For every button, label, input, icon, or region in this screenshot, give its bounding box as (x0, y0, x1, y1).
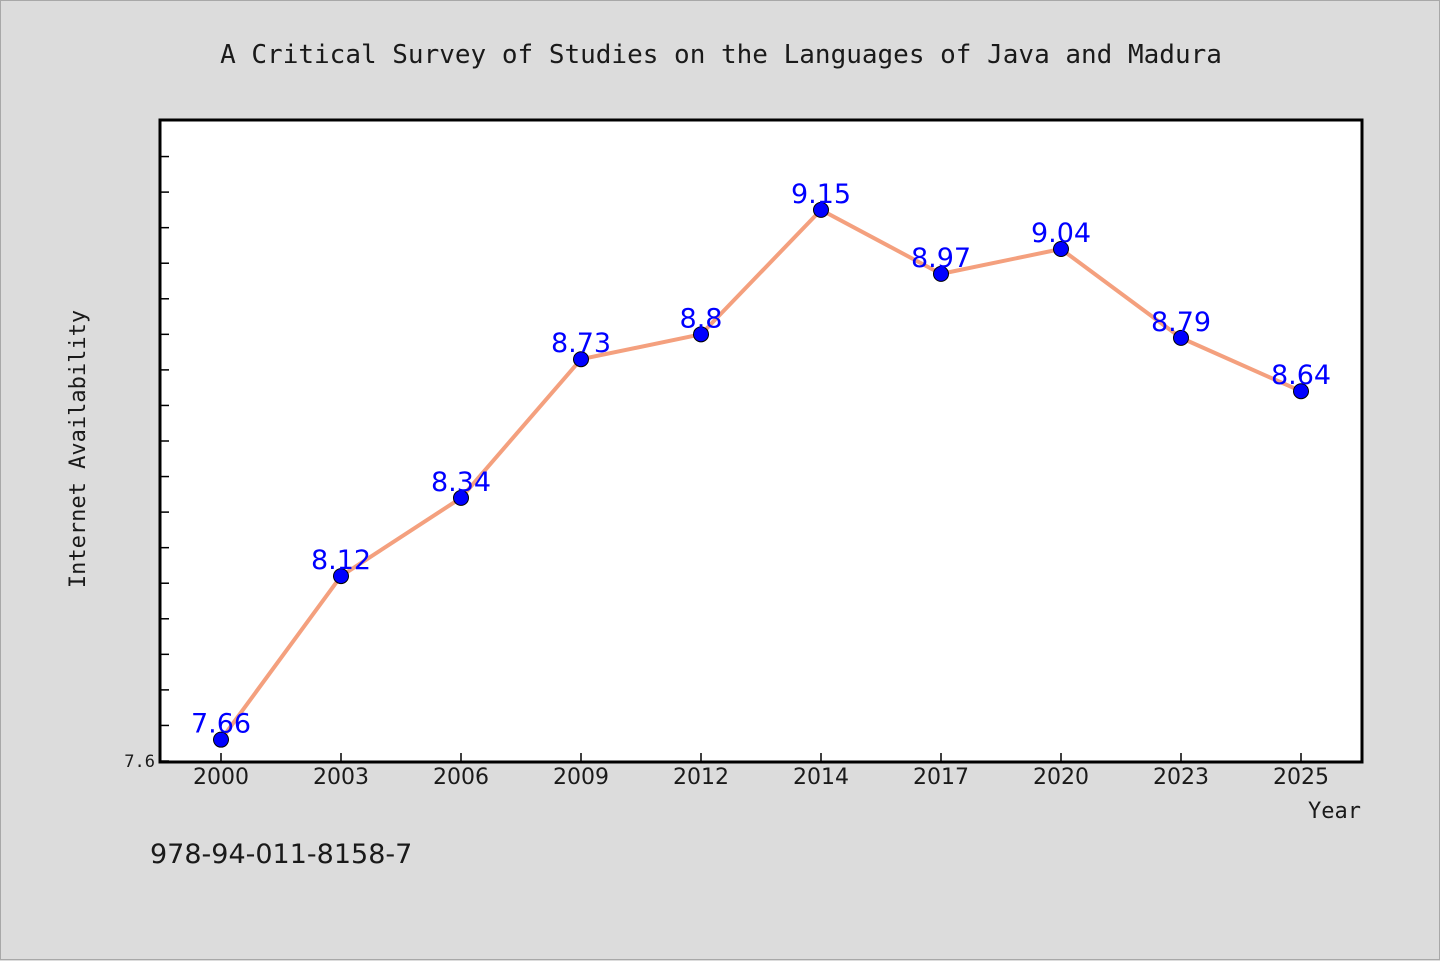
y-tick-label: 7.6 (124, 752, 155, 772)
data-label-2014: 9.15 (791, 179, 851, 210)
plot-area (158, 118, 1364, 764)
x-tick-label-2023: 2023 (1153, 765, 1209, 790)
data-point-2014 (813, 201, 829, 218)
chart-title: A Critical Survey of Studies on the Lang… (220, 40, 1222, 70)
y-axis-ticks: 7.6 (124, 155, 169, 772)
data-point-2000 (213, 731, 229, 748)
data-label-2009: 8.73 (551, 328, 611, 359)
data-label-2006: 8.34 (431, 467, 491, 498)
data-point-2006 (453, 489, 469, 506)
data-point-2025 (1293, 383, 1309, 400)
x-tick-label-2020: 2020 (1033, 765, 1089, 790)
data-point-2003 (333, 568, 349, 585)
x-tick-label-2014: 2014 (793, 765, 849, 790)
data-label-2017: 8.97 (911, 243, 971, 274)
x-tick-label-2012: 2012 (673, 765, 729, 790)
x-tick-label-2025: 2025 (1273, 765, 1329, 790)
x-tick-label-2003: 2003 (313, 765, 369, 790)
x-axis-label: Year (1308, 799, 1361, 824)
data-point-2009 (573, 351, 589, 368)
series-line-group (219, 207, 1303, 742)
x-tick-label-2017: 2017 (913, 765, 969, 790)
x-tick-label-2000: 2000 (193, 765, 249, 790)
data-labels: 7.66 8.12 8.34 8.73 8.8 9.15 8.97 9.04 8.79 8.64 (191, 179, 1331, 740)
data-label-2025: 8.64 (1271, 360, 1331, 391)
data-label-2020: 9.04 (1031, 218, 1091, 249)
x-tick-label-2009: 2009 (553, 765, 609, 790)
data-label-2000: 7.66 (191, 709, 251, 740)
series-line (219, 207, 1303, 742)
data-label-2023: 8.79 (1151, 307, 1211, 338)
series-markers (213, 201, 1309, 748)
x-axis-ticks: 2000 2003 2006 2009 2012 2014 2017 2020 2023 2025 (193, 753, 1329, 790)
data-point-2023 (1173, 329, 1189, 346)
data-point-2017 (933, 265, 949, 282)
data-point-2012 (693, 326, 709, 343)
data-label-2003: 8.12 (311, 545, 371, 576)
footer-isbn: 978-94-011-8158-7 (150, 839, 412, 870)
data-point-2020 (1053, 241, 1069, 257)
x-tick-label-2006: 2006 (433, 765, 489, 790)
y-axis-label: Internet Availability (66, 310, 91, 588)
data-label-2012: 8.8 (680, 303, 723, 334)
